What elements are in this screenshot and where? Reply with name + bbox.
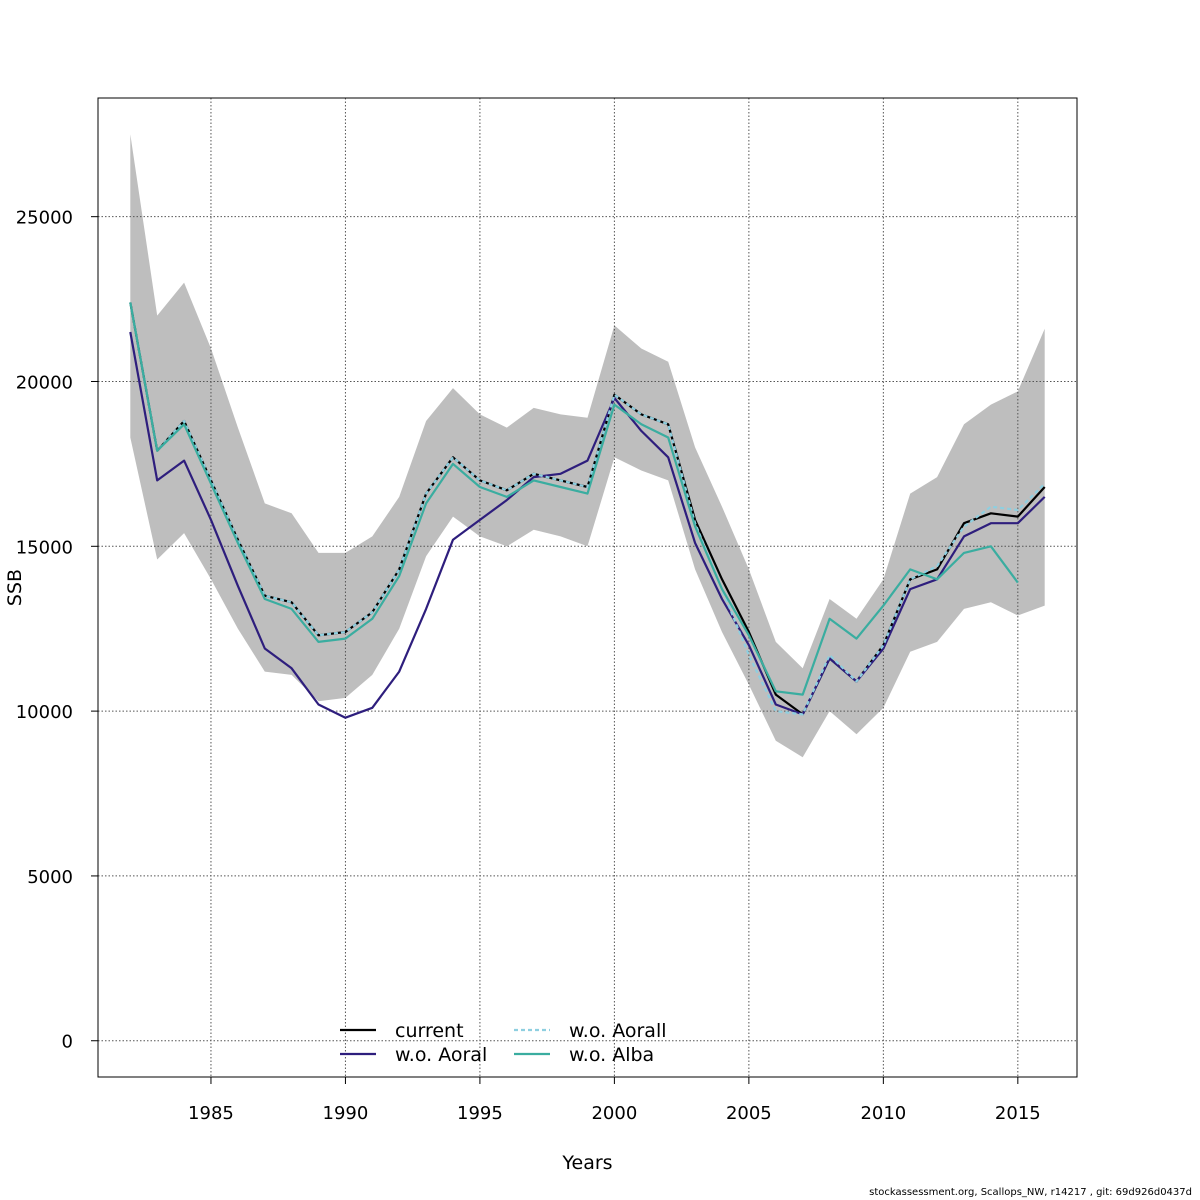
- x-axis-title: Years: [561, 1152, 612, 1174]
- series-lines: [129, 302, 1046, 719]
- x-axis: 1985 1990 1995 2000 2005 2010 2015: [188, 1077, 1041, 1124]
- confidence-band: [130, 134, 1045, 758]
- y-tick-label: 15000: [16, 537, 73, 558]
- x-tick-label: 1995: [457, 1103, 503, 1124]
- x-tick-label: 2000: [591, 1103, 637, 1124]
- x-tick-label: 2010: [860, 1103, 906, 1124]
- series-line-2: [129, 302, 1046, 716]
- plot-frame: [97, 97, 1078, 1078]
- series-line-3: [129, 302, 1019, 696]
- y-tick-label: 20000: [16, 372, 73, 393]
- x-tick-label: 2005: [726, 1103, 772, 1124]
- x-tick-label: 1985: [188, 1103, 234, 1124]
- legend-label-1: w.o. Aoral: [395, 1044, 487, 1066]
- plot-area: [98, 98, 1077, 1077]
- y-axis: 0 5000 10000 15000 20000 25000: [16, 208, 98, 1053]
- y-tick-label: 5000: [27, 867, 73, 888]
- legend-label-3: w.o. Alba: [569, 1044, 654, 1066]
- x-tick-label: 2015: [995, 1103, 1041, 1124]
- y-tick-label: 10000: [16, 702, 73, 723]
- y-tick-label: 25000: [16, 208, 73, 229]
- legend-label-2: w.o. Aorall: [569, 1020, 667, 1042]
- x-tick-label: 1990: [323, 1103, 369, 1124]
- y-axis-title: SSB: [4, 569, 26, 606]
- grid-lines: [98, 98, 1077, 1077]
- series-line-1: [129, 331, 1046, 719]
- legend-label-0: current: [395, 1020, 464, 1042]
- footer-credit: stockassessment.org, Scallops_NW, r14217…: [869, 1187, 1192, 1198]
- y-tick-label: 0: [62, 1032, 73, 1053]
